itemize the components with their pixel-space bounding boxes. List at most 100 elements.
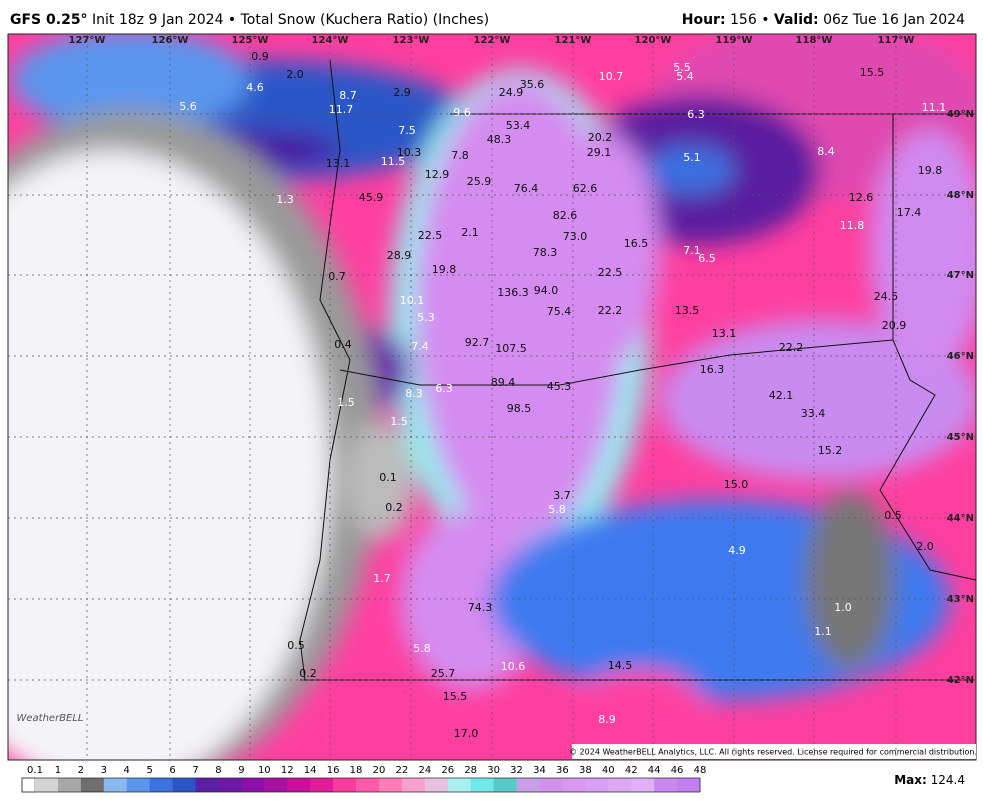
legend-swatch <box>310 778 334 792</box>
point-value: 35.6 <box>520 78 545 91</box>
point-value: 78.3 <box>533 246 558 259</box>
point-value: 0.2 <box>385 501 403 514</box>
point-value: 14.5 <box>608 659 633 672</box>
point-value: 22.2 <box>779 341 804 354</box>
legend-label: 42 <box>625 765 638 776</box>
legend-swatch <box>195 778 219 792</box>
point-value: 98.5 <box>507 402 532 415</box>
header-left: GFS 0.25° Init 18z 9 Jan 2024 • Total Sn… <box>10 12 489 28</box>
lon-label: 123°W <box>393 35 430 46</box>
point-value: 17.0 <box>454 727 479 740</box>
legend-label: 34 <box>533 765 546 776</box>
legend-swatch <box>401 778 426 792</box>
point-value: 15.2 <box>818 444 843 457</box>
point-value: 7.1 <box>683 244 701 257</box>
legend-swatch <box>35 778 59 792</box>
point-value: 20.9 <box>882 319 907 332</box>
legend-label: 24 <box>418 765 431 776</box>
lat-label: 45°N <box>947 432 974 443</box>
point-value: 73.0 <box>563 230 588 243</box>
legend-label: 18 <box>350 765 363 776</box>
legend-label: 36 <box>556 765 569 776</box>
point-value: 8.4 <box>817 145 835 158</box>
legend-label: 40 <box>602 765 615 776</box>
point-value: 11.5 <box>381 155 406 168</box>
legend-label: 4 <box>124 765 130 776</box>
legend-label: 26 <box>441 765 454 776</box>
point-value: 19.8 <box>432 263 457 276</box>
point-value: 8.7 <box>339 89 357 102</box>
point-value: 25.7 <box>431 667 456 680</box>
point-value: 24.5 <box>874 290 899 303</box>
legend-swatch <box>149 778 174 792</box>
point-value: 7.4 <box>411 340 429 353</box>
point-value: 2.0 <box>916 540 934 553</box>
point-value: 136.3 <box>497 286 529 299</box>
legend-label: 3 <box>101 765 107 776</box>
legend-swatch <box>539 778 563 792</box>
copyright-box <box>572 744 976 759</box>
header-right: Hour: 156 • Valid: 06z Tue 16 Jan 2024 <box>682 12 965 28</box>
point-value: 16.5 <box>624 237 649 250</box>
point-value: 0.1 <box>379 471 397 484</box>
point-value: 6.5 <box>698 252 716 265</box>
point-value: 13.5 <box>675 304 700 317</box>
legend-swatch <box>447 778 472 792</box>
point-value: 0.7 <box>328 270 346 283</box>
point-value: 1.7 <box>373 572 391 585</box>
max-value: 124.4 <box>931 773 965 787</box>
legend-label: 8 <box>215 765 221 776</box>
point-value: 1.5 <box>337 396 355 409</box>
point-value: 2.1 <box>461 226 479 239</box>
legend-label: 44 <box>648 765 661 776</box>
point-value: 0.4 <box>334 338 352 351</box>
legend-swatch <box>241 778 265 792</box>
legend-swatch <box>172 778 197 792</box>
lat-label: 43°N <box>947 594 974 605</box>
point-value: 9.6 <box>453 106 471 119</box>
point-value: 5.1 <box>683 151 701 164</box>
point-value: 42.1 <box>769 389 794 402</box>
point-value: 5.4 <box>676 70 694 83</box>
point-value: 1.3 <box>276 193 294 206</box>
point-value: 48.3 <box>487 133 512 146</box>
point-value: 94.0 <box>534 284 559 297</box>
point-value: 7.8 <box>451 149 469 162</box>
point-value: 28.9 <box>387 249 412 262</box>
point-value: 5.3 <box>417 311 435 324</box>
legend-lead <box>21 777 36 793</box>
legend-label: 30 <box>487 765 500 776</box>
legend-swatch <box>264 778 288 792</box>
point-value: 53.4 <box>506 119 531 132</box>
legend-label: 22 <box>396 765 409 776</box>
point-value: 2.9 <box>393 86 411 99</box>
point-value: 11.7 <box>329 103 354 116</box>
point-value: 33.4 <box>801 407 826 420</box>
point-value: 92.7 <box>465 336 490 349</box>
legend-frame <box>21 777 701 793</box>
legend-label: 9 <box>238 765 244 776</box>
legend-swatch <box>585 778 609 792</box>
max: Max: 124.4 <box>894 773 965 787</box>
legend-label: 20 <box>373 765 386 776</box>
legend-swatch <box>80 778 105 792</box>
legend-swatch <box>677 778 701 792</box>
point-value: 10.7 <box>599 70 624 83</box>
legend-label: 48 <box>694 765 707 776</box>
point-value: 24.9 <box>499 86 524 99</box>
lat-label: 49°N <box>947 109 974 120</box>
legend-label: 46 <box>671 765 684 776</box>
legend-swatch <box>562 778 586 792</box>
max-label: Max: <box>894 773 927 787</box>
lon-label: 117°W <box>878 35 915 46</box>
lon-label: 127°W <box>69 35 106 46</box>
legend-label: 1 <box>55 765 61 776</box>
point-value: 6.3 <box>687 108 705 121</box>
point-value: 16.3 <box>700 363 725 376</box>
lat-label: 48°N <box>947 190 974 201</box>
point-value: 22.5 <box>598 266 623 279</box>
legend-swatch <box>378 778 403 792</box>
legend-swatch <box>424 778 449 792</box>
point-value: 17.4 <box>897 206 922 219</box>
point-value: 1.5 <box>390 415 408 428</box>
